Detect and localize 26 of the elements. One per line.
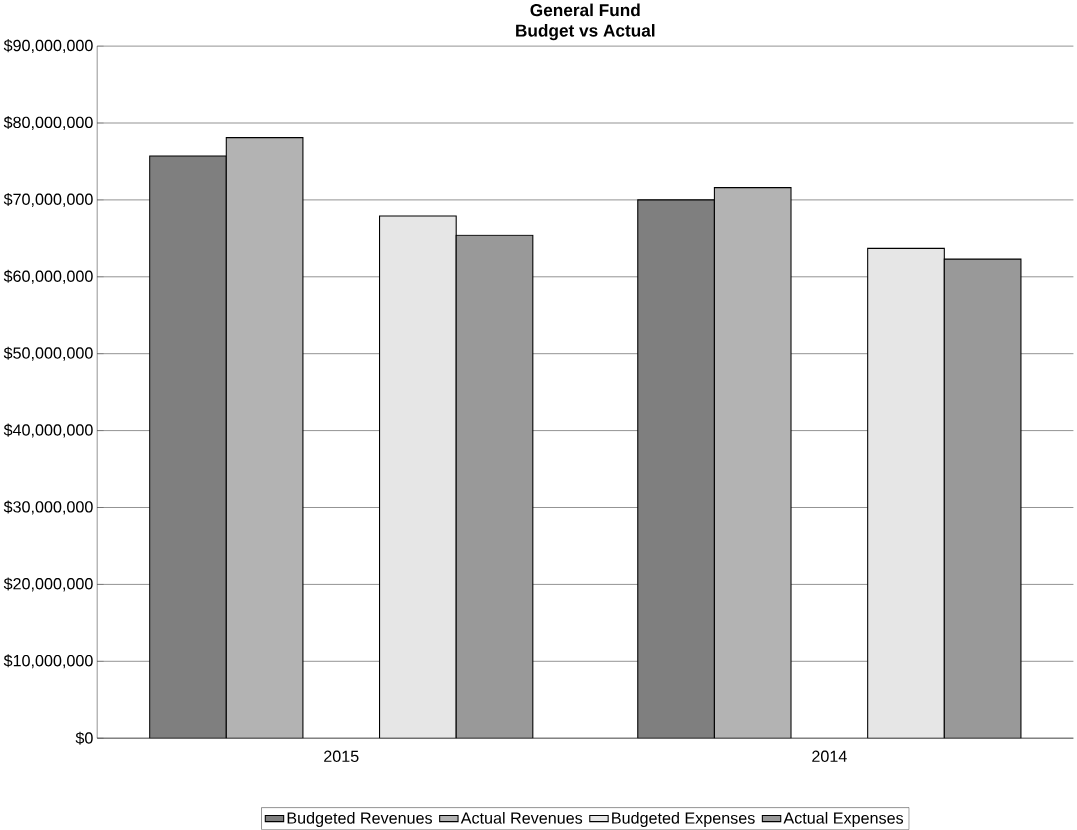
y-tick-label: $80,000,000 bbox=[3, 116, 93, 131]
bar bbox=[149, 155, 227, 739]
y-tick-label: $70,000,000 bbox=[3, 193, 93, 208]
legend-label: Budgeted Revenues bbox=[287, 812, 433, 828]
y-tick-label: $30,000,000 bbox=[3, 500, 93, 515]
bar bbox=[867, 247, 945, 739]
chart-subtitle: Budget vs Actual bbox=[516, 24, 655, 41]
bar bbox=[379, 215, 457, 739]
x-tick-label: 2014 bbox=[812, 750, 847, 763]
bar bbox=[455, 234, 534, 739]
y-tick-label: $90,000,000 bbox=[3, 39, 93, 54]
y-tick-label: $40,000,000 bbox=[3, 423, 93, 438]
y-tick-label: $50,000,000 bbox=[3, 346, 93, 361]
chart-title: General Fund bbox=[530, 3, 640, 17]
y-tick-label: $20,000,000 bbox=[3, 577, 93, 592]
bar bbox=[943, 258, 1022, 739]
y-tick-label: $0 bbox=[75, 731, 93, 745]
legend-label: Actual Revenues bbox=[460, 812, 583, 824]
y-tick-label: $10,000,000 bbox=[3, 654, 93, 669]
legend-label: Budgeted Expenses bbox=[612, 812, 755, 828]
y-tick-label: $60,000,000 bbox=[3, 269, 93, 284]
bar bbox=[637, 199, 715, 739]
bar bbox=[225, 137, 304, 739]
x-tick-label: 2015 bbox=[324, 750, 359, 763]
legend-label: Actual Expenses bbox=[783, 812, 904, 828]
bar bbox=[713, 187, 792, 739]
